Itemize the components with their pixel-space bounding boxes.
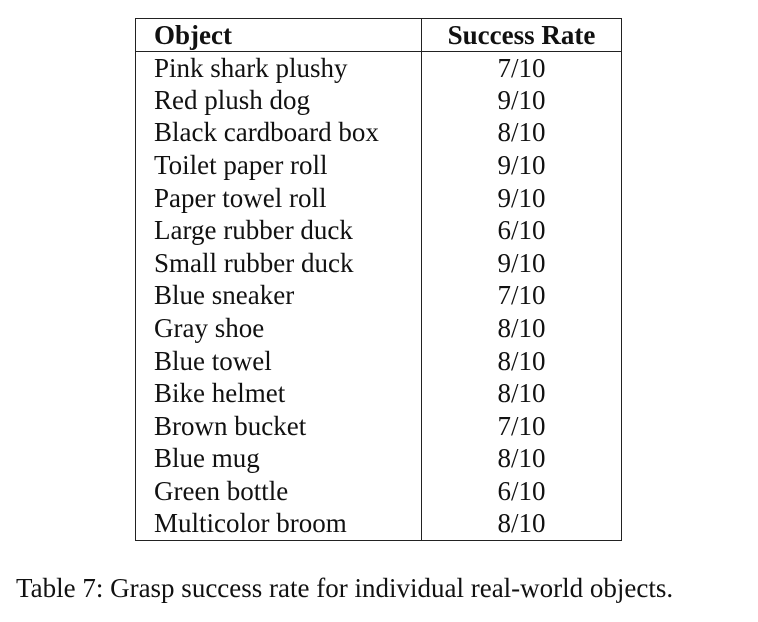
table-row: Blue sneaker 7/10: [135, 279, 622, 313]
object-cell: Bike helmet: [135, 377, 422, 411]
object-cell: Red plush dog: [135, 84, 422, 117]
object-cell: Pink shark plushy: [135, 51, 422, 85]
success-rate-cell: 8/10: [497, 117, 546, 148]
object-cell: Brown bucket: [135, 410, 422, 443]
success-rate-cell: 9/10: [497, 84, 546, 115]
object-cell: Blue towel: [135, 344, 422, 378]
success-rate-cell: 9/10: [497, 247, 546, 278]
header-object: Object: [135, 18, 422, 52]
object-cell: Black cardboard box: [135, 116, 422, 150]
success-rate-cell: 7/10: [497, 280, 546, 311]
object-cell: Small rubber duck: [135, 247, 422, 280]
header-success-rate: Success Rate: [421, 18, 622, 52]
table-row: Bike helmet 8/10: [135, 377, 622, 411]
object-cell: Large rubber duck: [135, 214, 422, 248]
table-body: Pink shark plushy 7/10 Red plush dog 9/10 Bl…: [135, 51, 622, 541]
success-rate-cell: 9/10: [497, 182, 546, 213]
success-rate-cell: 7/10: [497, 52, 546, 83]
table-row: Blue mug 8/10: [135, 442, 622, 476]
success-rate-cell: 8/10: [497, 443, 546, 474]
success-rate-cell: 8/10: [497, 345, 546, 376]
success-rate-cell: 8/10: [497, 313, 546, 344]
object-cell: Paper towel roll: [135, 181, 422, 215]
object-cell: Blue mug: [135, 442, 422, 476]
table-row: Red plush dog 9/10: [135, 84, 622, 117]
success-rate-cell: 8/10: [497, 508, 546, 539]
object-cell: Gray shoe: [135, 312, 422, 345]
table-row: Toilet paper roll 9/10: [135, 149, 622, 182]
object-cell: Toilet paper roll: [135, 149, 422, 182]
table-header-row: Object Success Rate: [135, 18, 622, 52]
table-caption: Table 7: Grasp success rate for individu…: [16, 573, 674, 603]
table-row: Multicolor broom 8/10: [135, 507, 622, 541]
table-row: Paper towel roll 9/10: [135, 181, 622, 215]
table-row: Pink shark plushy 7/10: [135, 51, 622, 85]
table-row: Green bottle 6/10: [135, 475, 622, 508]
success-rate-cell: 6/10: [497, 476, 546, 507]
success-rate-cell: 6/10: [497, 215, 546, 246]
table-row: Blue towel 8/10: [135, 344, 622, 378]
table-row: Brown bucket 7/10: [135, 410, 622, 443]
success-rate-cell: 8/10: [497, 378, 546, 409]
object-cell: Multicolor broom: [135, 507, 422, 541]
table-row: Large rubber duck 6/10: [135, 214, 622, 248]
table-row: Small rubber duck 9/10: [135, 247, 622, 280]
object-cell: Green bottle: [135, 475, 422, 508]
table-row: Gray shoe 8/10: [135, 312, 622, 345]
table-row: Black cardboard box 8/10: [135, 116, 622, 150]
object-cell: Blue sneaker: [135, 279, 422, 313]
results-table: Object Success Rate Pink shark plushy 7/1…: [135, 18, 622, 541]
success-rate-cell: 9/10: [497, 150, 546, 181]
success-rate-cell: 7/10: [497, 410, 546, 441]
